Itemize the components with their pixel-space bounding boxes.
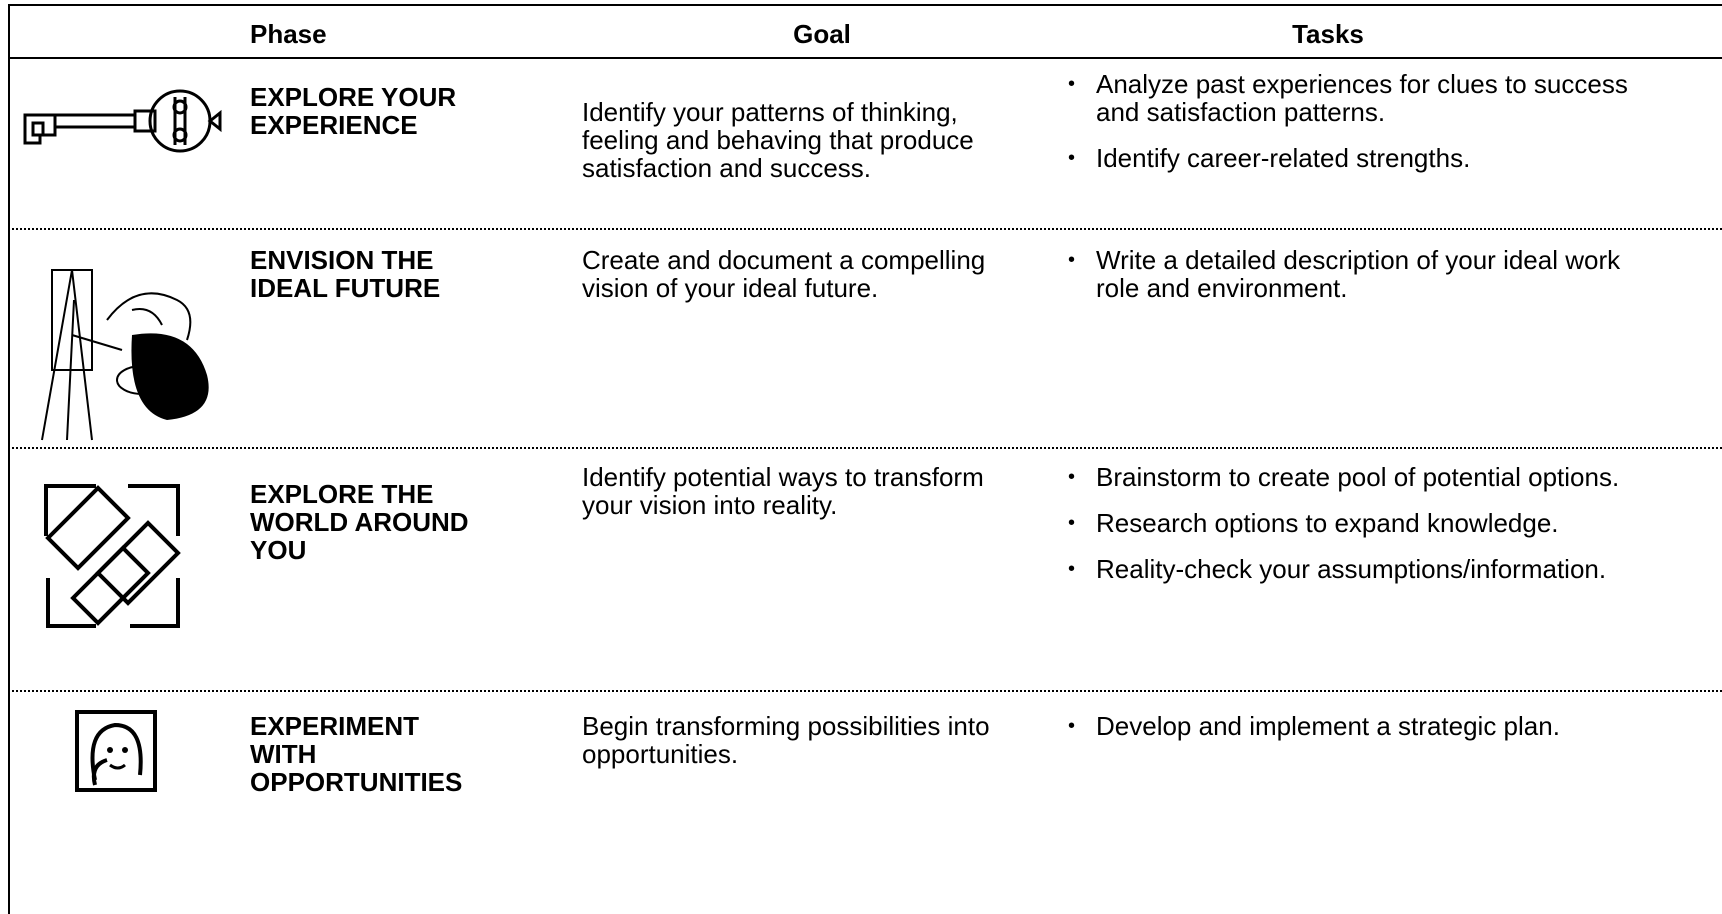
goal-cell: Identify your patterns of thinking, feel… (582, 97, 974, 183)
key-icon (23, 89, 222, 153)
arrows-icon (44, 484, 181, 628)
column-header: Phase (250, 19, 327, 49)
task-item: Analyze past experiences for clues to su… (1068, 70, 1668, 126)
task-item: Research options to expand knowledge. (1068, 509, 1668, 537)
phase-cell: ENVISION THE IDEAL FUTURE (250, 246, 570, 302)
phase-line: WITH (250, 739, 317, 769)
row-divider (8, 690, 1722, 692)
row-divider (8, 228, 1722, 230)
tasks-cell: Analyze past experiences for clues to su… (1068, 70, 1668, 190)
header-rule (8, 57, 1722, 59)
task-item: Develop and implement a strategic plan. (1068, 712, 1668, 740)
task-item: Reality-check your assumptions/informati… (1068, 555, 1668, 583)
phase-line: OPPORTUNITIES (250, 767, 463, 797)
task-item: Write a detailed description of your ide… (1068, 246, 1668, 302)
phase-line: EXPERIMENT (250, 711, 420, 741)
phase-cell: EXPLORE YOUR EXPERIENCE (250, 83, 570, 139)
column-header: Tasks (1292, 19, 1364, 49)
task-item: Identify career-related strengths. (1068, 144, 1668, 172)
face-icon (75, 710, 157, 792)
frame-top (8, 4, 1722, 6)
row-divider (8, 447, 1722, 449)
phase-cell: EXPLORE THE WORLD AROUND YOU (250, 480, 570, 564)
phase-line: IDEAL FUTURE (250, 273, 441, 303)
phase-line: ENVISION THE (250, 245, 434, 275)
goal-cell: Create and document a compelling vision … (582, 245, 986, 303)
phase-line: EXPLORE YOUR (250, 82, 457, 112)
column-header: Goal (793, 19, 851, 49)
goal-cell: Identify potential ways to transform you… (582, 462, 984, 520)
frame-left (8, 4, 10, 914)
tasks-cell: Write a detailed description of your ide… (1068, 246, 1668, 320)
phase-line: YOU (250, 535, 307, 565)
goal-cell: Begin transforming possibilities into op… (582, 711, 990, 769)
phase-line: WORLD AROUND (250, 507, 469, 537)
tasks-cell: Brainstorm to create pool of potential o… (1068, 463, 1668, 601)
painter-icon (41, 269, 209, 441)
phase-line: EXPLORE THE (250, 479, 434, 509)
phase-line: EXPERIENCE (250, 110, 418, 140)
tasks-cell: Develop and implement a strategic plan. (1068, 712, 1668, 758)
task-item: Brainstorm to create pool of potential o… (1068, 463, 1668, 491)
phase-cell: EXPERIMENT WITH OPPORTUNITIES (250, 712, 570, 796)
